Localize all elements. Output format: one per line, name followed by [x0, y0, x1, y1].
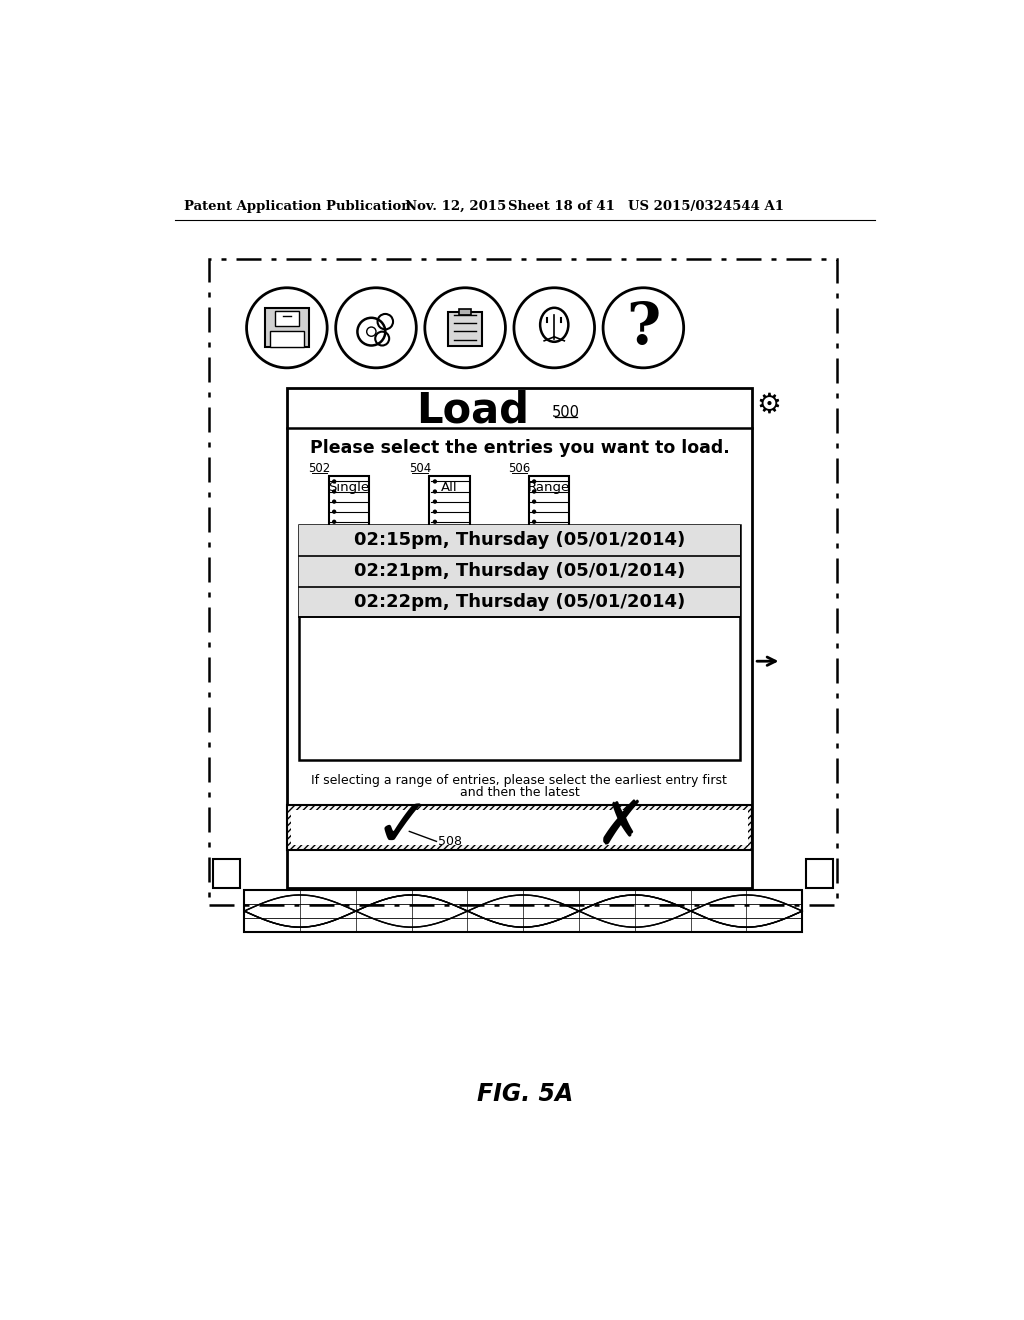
Text: Load: Load — [417, 389, 529, 432]
Bar — [291, 810, 748, 845]
Circle shape — [332, 479, 336, 483]
Circle shape — [603, 288, 684, 368]
Bar — [299, 525, 740, 760]
Bar — [299, 586, 740, 618]
Bar — [299, 556, 740, 586]
Bar — [299, 525, 740, 556]
Circle shape — [433, 499, 437, 504]
Bar — [459, 309, 471, 315]
Text: ✓: ✓ — [374, 795, 432, 861]
Bar — [209, 259, 838, 906]
Circle shape — [433, 520, 437, 524]
Text: 02:22pm, Thursday (05/01/2014): 02:22pm, Thursday (05/01/2014) — [353, 593, 685, 611]
Circle shape — [425, 288, 506, 368]
Bar — [287, 388, 752, 888]
Bar — [269, 331, 304, 347]
Circle shape — [247, 288, 328, 368]
Bar — [329, 477, 369, 532]
Text: Please select the entries you want to load.: Please select the entries you want to lo… — [309, 440, 729, 457]
Bar — [429, 477, 470, 532]
Text: If selecting a range of entries, please select the earliest entry first: If selecting a range of entries, please … — [311, 774, 727, 787]
Text: Single: Single — [329, 480, 370, 494]
Circle shape — [514, 288, 595, 368]
Text: 02:15pm, Thursday (05/01/2014): 02:15pm, Thursday (05/01/2014) — [353, 532, 685, 549]
Text: Sheet 18 of 41: Sheet 18 of 41 — [508, 199, 614, 213]
Text: ?: ? — [627, 300, 660, 356]
Text: Range: Range — [527, 480, 570, 494]
Circle shape — [433, 490, 437, 494]
Bar — [528, 477, 569, 532]
Circle shape — [433, 510, 437, 513]
Bar — [806, 859, 834, 888]
Bar — [213, 859, 241, 888]
Text: FIG. 5A: FIG. 5A — [477, 1082, 572, 1106]
Bar — [245, 890, 802, 932]
Text: All: All — [441, 480, 458, 494]
Circle shape — [531, 479, 537, 483]
Text: US 2015/0324544 A1: US 2015/0324544 A1 — [628, 199, 784, 213]
Text: 500: 500 — [552, 405, 580, 420]
Text: Patent Application Publication: Patent Application Publication — [183, 199, 411, 213]
Bar — [449, 312, 482, 346]
Text: 502: 502 — [308, 462, 331, 475]
Circle shape — [332, 510, 336, 513]
Circle shape — [531, 490, 537, 494]
Text: and then the latest: and then the latest — [460, 785, 580, 799]
Bar — [265, 309, 308, 347]
Text: ⚙: ⚙ — [757, 391, 781, 418]
Circle shape — [336, 288, 417, 368]
Circle shape — [332, 499, 336, 504]
Text: 02:21pm, Thursday (05/01/2014): 02:21pm, Thursday (05/01/2014) — [353, 562, 685, 579]
Text: 508: 508 — [438, 834, 462, 847]
Circle shape — [332, 520, 336, 524]
Text: Nov. 12, 2015: Nov. 12, 2015 — [404, 199, 506, 213]
Circle shape — [531, 520, 537, 524]
Text: ✗: ✗ — [596, 799, 647, 857]
Circle shape — [332, 490, 336, 494]
Circle shape — [531, 510, 537, 513]
Text: 504: 504 — [409, 462, 431, 475]
Bar — [274, 310, 299, 326]
Text: 506: 506 — [508, 462, 530, 475]
Bar — [287, 805, 752, 850]
Circle shape — [531, 499, 537, 504]
Circle shape — [433, 479, 437, 483]
